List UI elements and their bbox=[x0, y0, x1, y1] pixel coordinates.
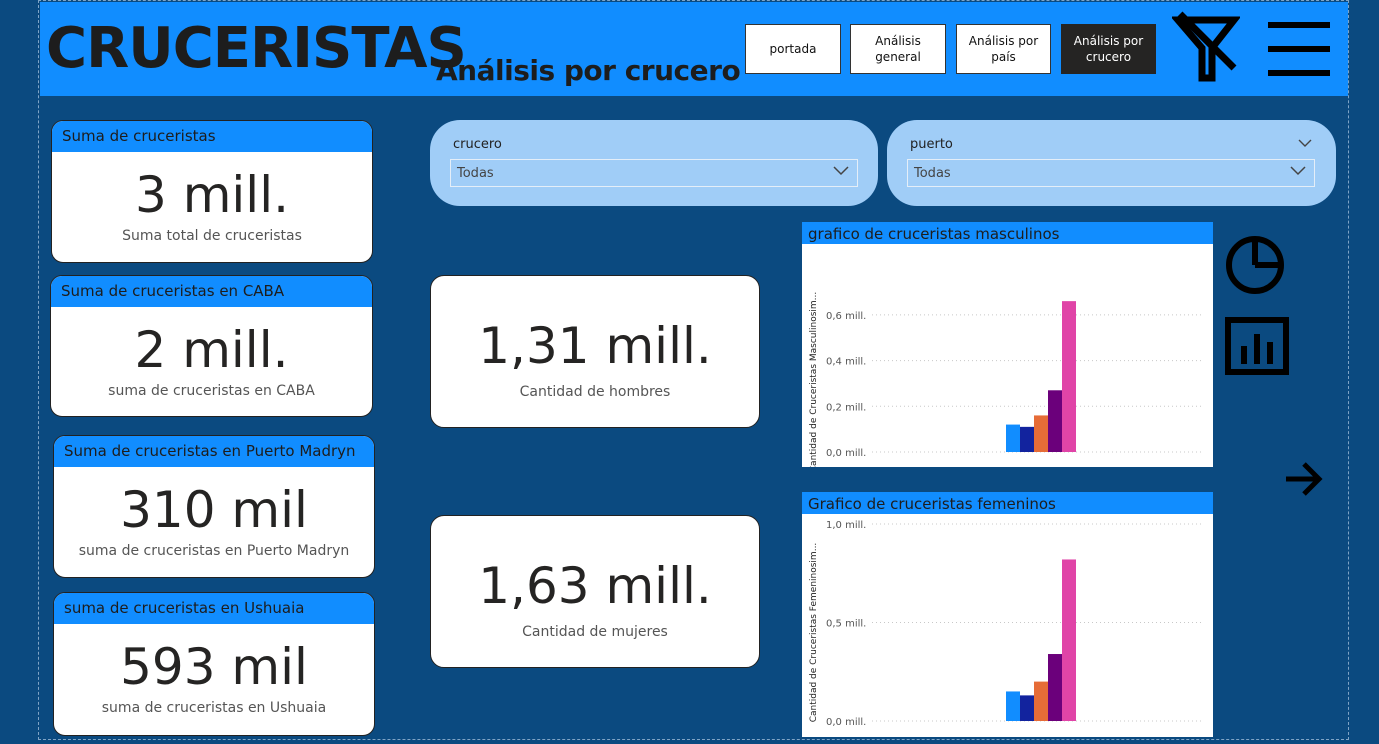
bar[interactable] bbox=[1048, 654, 1062, 721]
y-tick-label: 0,0 mill. bbox=[826, 448, 866, 459]
slicer-value: Todas bbox=[914, 166, 951, 181]
clear-filter-icon[interactable] bbox=[1172, 10, 1240, 86]
y-tick-label: 0,2 mill. bbox=[826, 402, 866, 413]
chart-title: grafico de cruceristas masculinos bbox=[802, 222, 1213, 244]
kpi-caption: Suma de cruceristas en CABA bbox=[51, 276, 372, 307]
y-tick-label: 0,0 mill. bbox=[826, 717, 866, 728]
kpi-value: 3 mill. bbox=[135, 166, 289, 224]
chevron-down-icon bbox=[833, 166, 849, 176]
bar[interactable] bbox=[1034, 415, 1048, 452]
women-count-value: 1,63 mill. bbox=[478, 557, 712, 615]
kpi-card-puerto-madryn: Suma de cruceristas en Puerto Madryn 310… bbox=[53, 435, 375, 578]
nav-button-analisis-pais[interactable]: Análisis por país bbox=[956, 24, 1051, 74]
slicer-title: puerto bbox=[910, 137, 953, 152]
y-tick-label: 0,6 mill. bbox=[826, 311, 866, 322]
men-count-card: 1,31 mill. Cantidad de hombres bbox=[430, 275, 760, 428]
y-tick-label: 1,0 mill. bbox=[826, 520, 866, 531]
bar-chart-icon[interactable] bbox=[1224, 316, 1290, 376]
brand-title: CRUCERISTAS bbox=[46, 16, 467, 81]
kpi-value: 2 mill. bbox=[134, 321, 289, 379]
collapse-chevron-icon[interactable] bbox=[1298, 139, 1312, 148]
slicer-dropdown-puerto[interactable]: Todas bbox=[907, 159, 1315, 187]
chevron-down-icon bbox=[1290, 166, 1306, 176]
slicer-puerto: puerto Todas bbox=[887, 120, 1336, 206]
page-title: Análisis por crucero bbox=[436, 54, 741, 87]
bar[interactable] bbox=[1020, 426, 1034, 452]
y-tick-label: 0,4 mill. bbox=[826, 357, 866, 368]
kpi-label: suma de cruceristas en Ushuaia bbox=[101, 700, 327, 716]
bar[interactable] bbox=[1034, 681, 1048, 721]
male-chart: grafico de cruceristas masculinos Cantid… bbox=[802, 222, 1213, 467]
kpi-label: Suma total de cruceristas bbox=[122, 228, 302, 244]
chart-title: Grafico de cruceristas femeninos bbox=[802, 492, 1213, 514]
nav-button-analisis-general[interactable]: Análisis general bbox=[850, 24, 946, 74]
bar[interactable] bbox=[1006, 424, 1020, 452]
women-count-label: Cantidad de mujeres bbox=[522, 624, 668, 640]
men-count-label: Cantidad de hombres bbox=[519, 384, 671, 400]
kpi-value: 593 mil bbox=[120, 638, 308, 696]
bar[interactable] bbox=[1062, 301, 1076, 452]
slicer-crucero: crucero Todas bbox=[430, 120, 878, 206]
bar[interactable] bbox=[1020, 695, 1034, 721]
slicer-value: Todas bbox=[457, 166, 494, 181]
kpi-value: 310 mil bbox=[120, 481, 308, 539]
header-bar: CRUCERISTAS Análisis por crucero portada… bbox=[40, 2, 1348, 96]
female-bar-chart: Cantidad de Cruceristas Femeninosim... 0,… bbox=[809, 520, 1202, 728]
nav-button-portada[interactable]: portada bbox=[745, 24, 841, 74]
y-axis-label: Cantidad de Cruceristas Masculinosim... bbox=[809, 292, 819, 467]
slicer-dropdown-crucero[interactable]: Todas bbox=[450, 159, 858, 187]
kpi-label: suma de cruceristas en CABA bbox=[108, 383, 315, 399]
slicer-title: crucero bbox=[453, 137, 502, 152]
report-frame bbox=[38, 0, 1349, 740]
bar[interactable] bbox=[1062, 559, 1076, 721]
pie-chart-icon[interactable] bbox=[1224, 232, 1288, 296]
y-tick-label: 0,5 mill. bbox=[826, 619, 866, 630]
kpi-caption: Suma de cruceristas bbox=[52, 121, 372, 152]
bar[interactable] bbox=[1048, 390, 1062, 452]
men-count-value: 1,31 mill. bbox=[478, 317, 712, 375]
female-chart: Grafico de cruceristas femeninos Cantida… bbox=[802, 492, 1213, 737]
kpi-label: suma de cruceristas en Puerto Madryn bbox=[78, 543, 350, 559]
male-bar-chart: Cantidad de Cruceristas Masculinosim... 0… bbox=[809, 292, 1202, 467]
kpi-caption: suma de cruceristas en Ushuaia bbox=[54, 593, 374, 624]
y-axis-label: Cantidad de Cruceristas Femeninosim... bbox=[809, 543, 819, 723]
women-count-card: 1,63 mill. Cantidad de mujeres bbox=[430, 515, 760, 668]
kpi-card-ushuaia: suma de cruceristas en Ushuaia 593 mil s… bbox=[53, 592, 375, 736]
menu-icon[interactable] bbox=[1266, 18, 1332, 82]
nav-button-analisis-crucero[interactable]: Análisis por crucero bbox=[1061, 24, 1156, 74]
arrow-right-icon[interactable] bbox=[1284, 460, 1324, 498]
bar[interactable] bbox=[1006, 691, 1020, 721]
kpi-card-caba: Suma de cruceristas en CABA 2 mill. suma… bbox=[50, 275, 373, 417]
kpi-card-total: Suma de cruceristas 3 mill. Suma total d… bbox=[51, 120, 373, 263]
kpi-caption: Suma de cruceristas en Puerto Madryn bbox=[54, 436, 374, 467]
